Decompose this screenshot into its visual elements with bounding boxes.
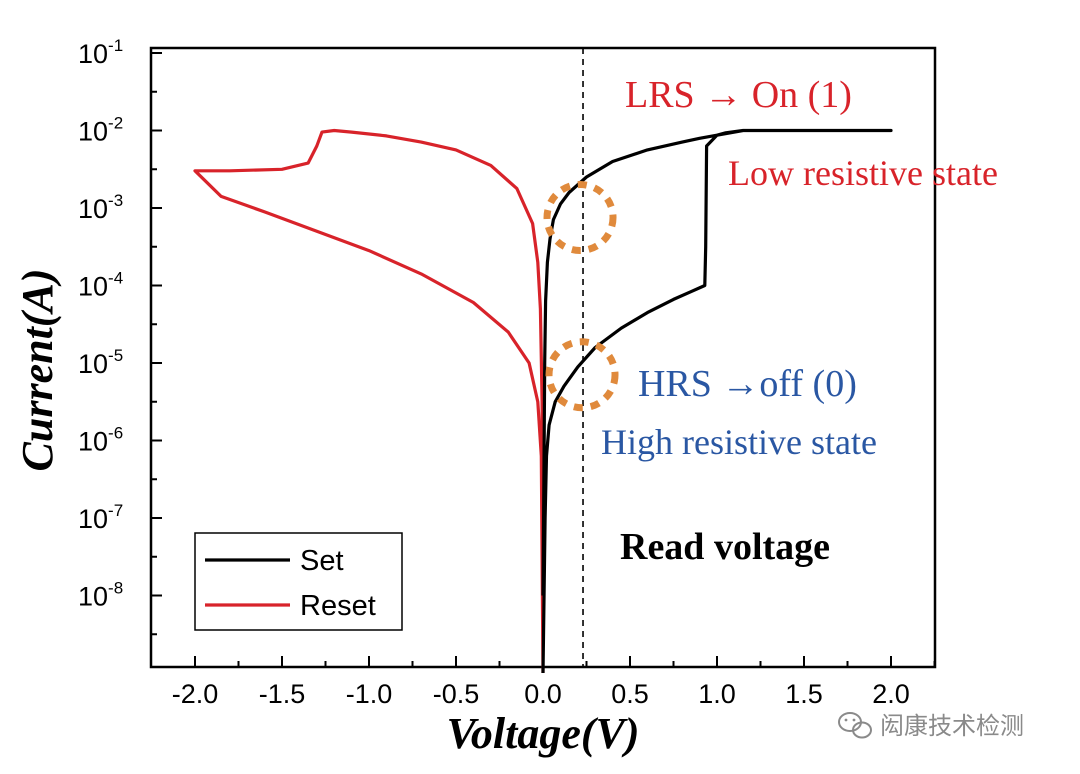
y-tick-label: 10-4 (78, 269, 123, 302)
legend-set-label: Set (300, 545, 344, 577)
y-tick-label: 10-1 (78, 36, 123, 69)
hrs-label: HRS →off (0) (638, 363, 857, 405)
x-axis-title: Voltage(V) (446, 709, 639, 758)
x-tick-label: -2.0 (172, 679, 219, 709)
y-tick-label: 10-5 (78, 346, 123, 379)
y-tick-label: 10-7 (78, 501, 123, 534)
legend: Set Reset (194, 532, 403, 631)
watermark-text: 闳康技术检测 (880, 712, 1024, 740)
x-tick-label: -1.0 (346, 679, 393, 709)
x-tick-label: -0.5 (433, 679, 480, 709)
hrs-highlight-circle (545, 338, 619, 412)
y-axis-ticks: 10-1 10-2 10-3 10-4 10-5 10-6 10-7 10-8 (78, 36, 162, 636)
y-tick-label: 10-3 (78, 191, 123, 224)
read-voltage-label: Read voltage (620, 526, 830, 568)
x-axis-ticks: -2.0 -1.5 -1.0 -0.5 0.0 0.5 1.0 1.5 2.0 (172, 656, 936, 709)
legend-reset-label: Reset (300, 590, 376, 622)
x-tick-label: -1.5 (259, 679, 306, 709)
y-axis-title: Current(A) (13, 269, 62, 472)
lrs-sublabel: Low resistive state (728, 153, 998, 193)
x-tick-label: 0.5 (611, 679, 649, 709)
wechat-icon (838, 712, 872, 739)
x-tick-label: 1.0 (698, 679, 736, 709)
lrs-highlight-circle (543, 181, 617, 254)
y-tick-label: 10-6 (78, 424, 123, 457)
y-tick-label: 10-8 (78, 579, 123, 612)
legend-box (194, 532, 403, 631)
lrs-label: LRS → On (1) (625, 74, 852, 116)
y-tick-label: 10-2 (78, 114, 123, 147)
reset-curve (193, 128, 545, 674)
x-tick-label: 0.0 (524, 679, 562, 709)
set-curve (541, 128, 893, 674)
watermark: 闳康技术检测 (838, 712, 1024, 740)
x-tick-label: 1.5 (785, 679, 823, 709)
x-tick-label: 2.0 (872, 679, 910, 709)
hrs-sublabel: High resistive state (601, 422, 877, 462)
